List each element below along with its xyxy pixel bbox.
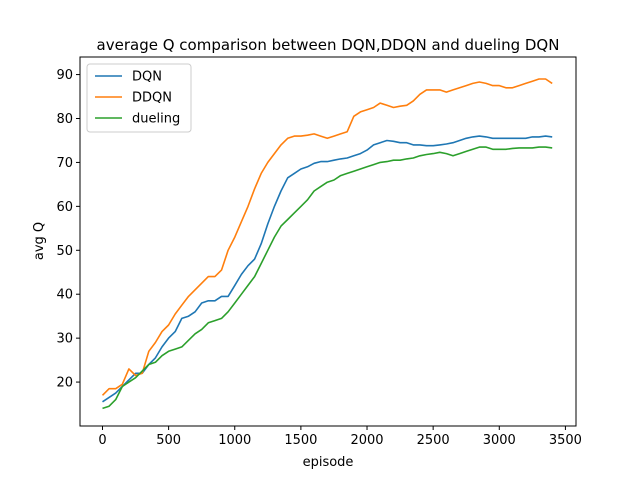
y-tick-label: 90 (56, 68, 73, 83)
y-tick-label: 60 (56, 200, 73, 215)
legend-label-dueling: dueling (132, 112, 180, 127)
x-tick-label: 1000 (218, 433, 251, 448)
series-line-ddqn (101, 78, 553, 396)
series-line-dqn (102, 135, 553, 403)
y-tick-label: 40 (56, 288, 73, 303)
x-axis-label: episode (303, 455, 354, 470)
x-axis: 0 500 1000 1500 2000 2500 3000 3500 (98, 426, 582, 448)
legend-box (86, 63, 192, 133)
series-line-dueling (102, 146, 553, 410)
plot-frame (79, 56, 577, 427)
x-tick-label: 2000 (350, 433, 383, 448)
x-tick-label: 3000 (483, 433, 516, 448)
chart-title: average Q comparison between DQN,DDQN an… (97, 36, 560, 54)
y-tick-label: 20 (56, 376, 73, 391)
x-tick-label: 0 (98, 433, 106, 448)
legend-label-ddqn: DDQN (132, 91, 172, 106)
y-tick-label: 30 (56, 332, 73, 347)
x-tick-label: 3500 (549, 433, 582, 448)
y-axis: 20 30 40 50 60 70 80 90 (56, 68, 80, 391)
x-tick-label: 500 (156, 433, 181, 448)
y-tick-label: 70 (56, 156, 73, 171)
series-layer (101, 78, 553, 410)
legend: DQN DDQN dueling (86, 63, 192, 133)
legend-label-dqn: DQN (132, 70, 162, 85)
x-tick-label: 2500 (417, 433, 450, 448)
x-tick-label: 1500 (284, 433, 317, 448)
y-tick-label: 50 (56, 244, 73, 259)
y-axis-label: avg Q (32, 222, 47, 260)
y-tick-label: 80 (56, 112, 73, 127)
